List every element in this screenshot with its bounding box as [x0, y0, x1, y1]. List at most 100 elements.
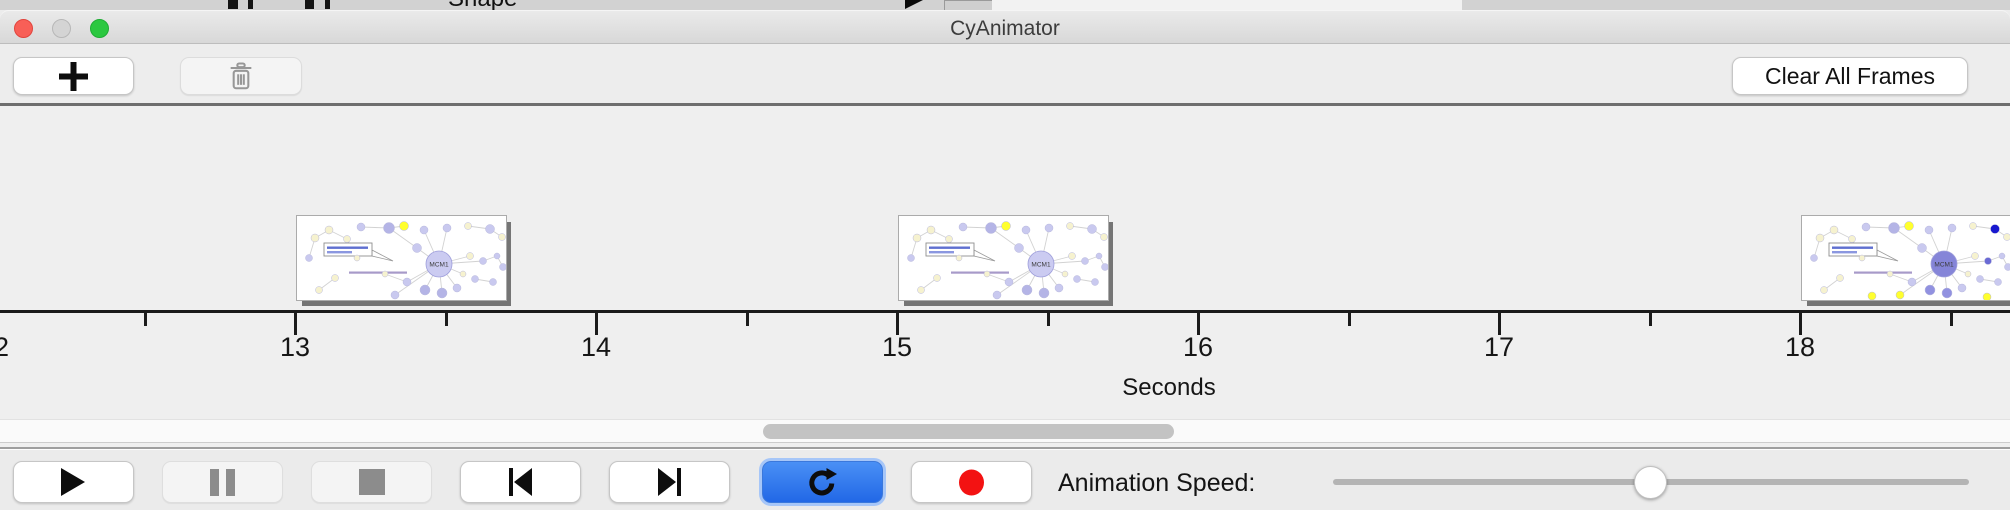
loop-button[interactable]: [762, 461, 883, 503]
stop-button[interactable]: [311, 461, 432, 503]
add-frame-button[interactable]: [13, 57, 134, 95]
network-node: [324, 225, 334, 235]
trash-icon: [230, 62, 252, 90]
axis-minor-tick: [1046, 313, 1050, 326]
network-node: [493, 252, 501, 260]
axis-tick-label: 16: [1182, 332, 1214, 362]
play-button[interactable]: [13, 461, 134, 503]
network-node: [499, 263, 506, 271]
callout-box: [323, 242, 373, 257]
network-node: [1969, 222, 1977, 230]
network-node: [399, 221, 409, 231]
network-node: [1941, 287, 1953, 299]
network-node: [1829, 225, 1839, 235]
loop-icon: [807, 466, 838, 498]
network-node: [466, 252, 474, 260]
skip-to-start-button[interactable]: [460, 461, 581, 503]
axis-tick-label: 12: [0, 332, 10, 362]
record-button[interactable]: [911, 461, 1032, 503]
axis-major-tick: [294, 313, 297, 335]
network-node: [1001, 221, 1011, 231]
network-node: [1095, 252, 1103, 260]
network-node: [1907, 277, 1917, 287]
callout-box: [1828, 242, 1878, 257]
frame-network-preview: MCM1: [1802, 216, 2010, 300]
scrollbar-thumb[interactable]: [763, 424, 1174, 439]
network-node: [1073, 275, 1081, 283]
axis-major-tick: [1197, 313, 1200, 335]
background-glyph: [228, 0, 238, 9]
network-node: [459, 270, 467, 278]
delete-frame-button[interactable]: [180, 57, 302, 95]
network-node: [381, 270, 389, 278]
network-node: [489, 278, 497, 286]
network-node: [436, 287, 448, 299]
timeline-scrollbar[interactable]: [0, 419, 2010, 443]
animation-speed-label: Animation Speed:: [1058, 469, 1256, 497]
frame-thumbnail[interactable]: MCM1: [898, 215, 1109, 301]
network-node: [1858, 254, 1866, 262]
background-window-strip: Shape: [0, 0, 2010, 10]
axis-major-tick: [896, 313, 899, 335]
background-dropdown: [944, 0, 998, 10]
network-node: [1810, 254, 1818, 262]
network-node: [464, 222, 472, 230]
axis-title: Seconds: [1122, 374, 1216, 401]
network-node: [1924, 284, 1936, 296]
pause-button[interactable]: [162, 461, 283, 503]
stop-icon: [358, 469, 385, 495]
network-node: [343, 235, 351, 243]
network-node: [983, 270, 991, 278]
frame-network-preview: MCM1: [297, 216, 506, 300]
network-node: [933, 274, 941, 282]
frame-network-preview: MCM1: [899, 216, 1108, 300]
axis-minor-tick: [745, 313, 749, 326]
axis-tick-label: 13: [279, 332, 311, 362]
callout-box: [925, 242, 975, 257]
network-node: [926, 225, 936, 235]
network-node: [498, 233, 506, 241]
network-node: [907, 254, 915, 262]
animation-speed-slider-thumb[interactable]: [1634, 466, 1667, 499]
zoom-button[interactable]: [90, 19, 109, 38]
network-node: [1038, 287, 1050, 299]
timeline-panel[interactable]: MCM1 MCM1 MCM1 12 13 14 15 16 17 18 Seconds: [0, 106, 2010, 447]
network-node: [992, 290, 1002, 300]
window-title: CyAnimator: [950, 17, 1060, 40]
network-node: [479, 257, 487, 265]
network-node: [471, 275, 479, 283]
background-window-label: Shape: [448, 0, 517, 10]
network-node: [1815, 233, 1825, 243]
clear-all-frames-button[interactable]: Clear All Frames: [1732, 57, 1968, 95]
play-icon: [60, 468, 87, 496]
hub-node-label: MCM1: [429, 262, 449, 269]
network-node: [1820, 286, 1828, 294]
axis-minor-tick: [1648, 313, 1652, 326]
network-node: [390, 290, 400, 300]
minimize-button[interactable]: [52, 19, 71, 38]
network-node: [1964, 270, 1972, 278]
skip-to-end-button[interactable]: [609, 461, 730, 503]
axis-tick-label: 14: [580, 332, 612, 362]
network-node: [1888, 222, 1900, 234]
network-node: [1861, 222, 1871, 232]
pause-icon: [210, 468, 235, 496]
frame-thumbnail[interactable]: MCM1: [1801, 215, 2010, 301]
hub-node-label: MCM1: [1934, 262, 1954, 269]
close-button[interactable]: [14, 19, 33, 38]
background-panel: [992, 0, 1462, 10]
skip-to-end-icon: [658, 468, 681, 496]
axis-minor-tick: [143, 313, 147, 326]
network-node: [485, 224, 495, 234]
network-node: [1947, 223, 1957, 233]
frame-thumbnail[interactable]: MCM1: [296, 215, 507, 301]
network-node: [353, 254, 361, 262]
network-node: [955, 254, 963, 262]
plus-icon: [59, 61, 88, 91]
network-node: [1895, 290, 1905, 300]
background-glyph: [325, 0, 330, 9]
network-node: [1014, 243, 1024, 253]
network-node: [1066, 222, 1074, 230]
axis-major-tick: [595, 313, 598, 335]
time-axis: [0, 310, 2010, 313]
